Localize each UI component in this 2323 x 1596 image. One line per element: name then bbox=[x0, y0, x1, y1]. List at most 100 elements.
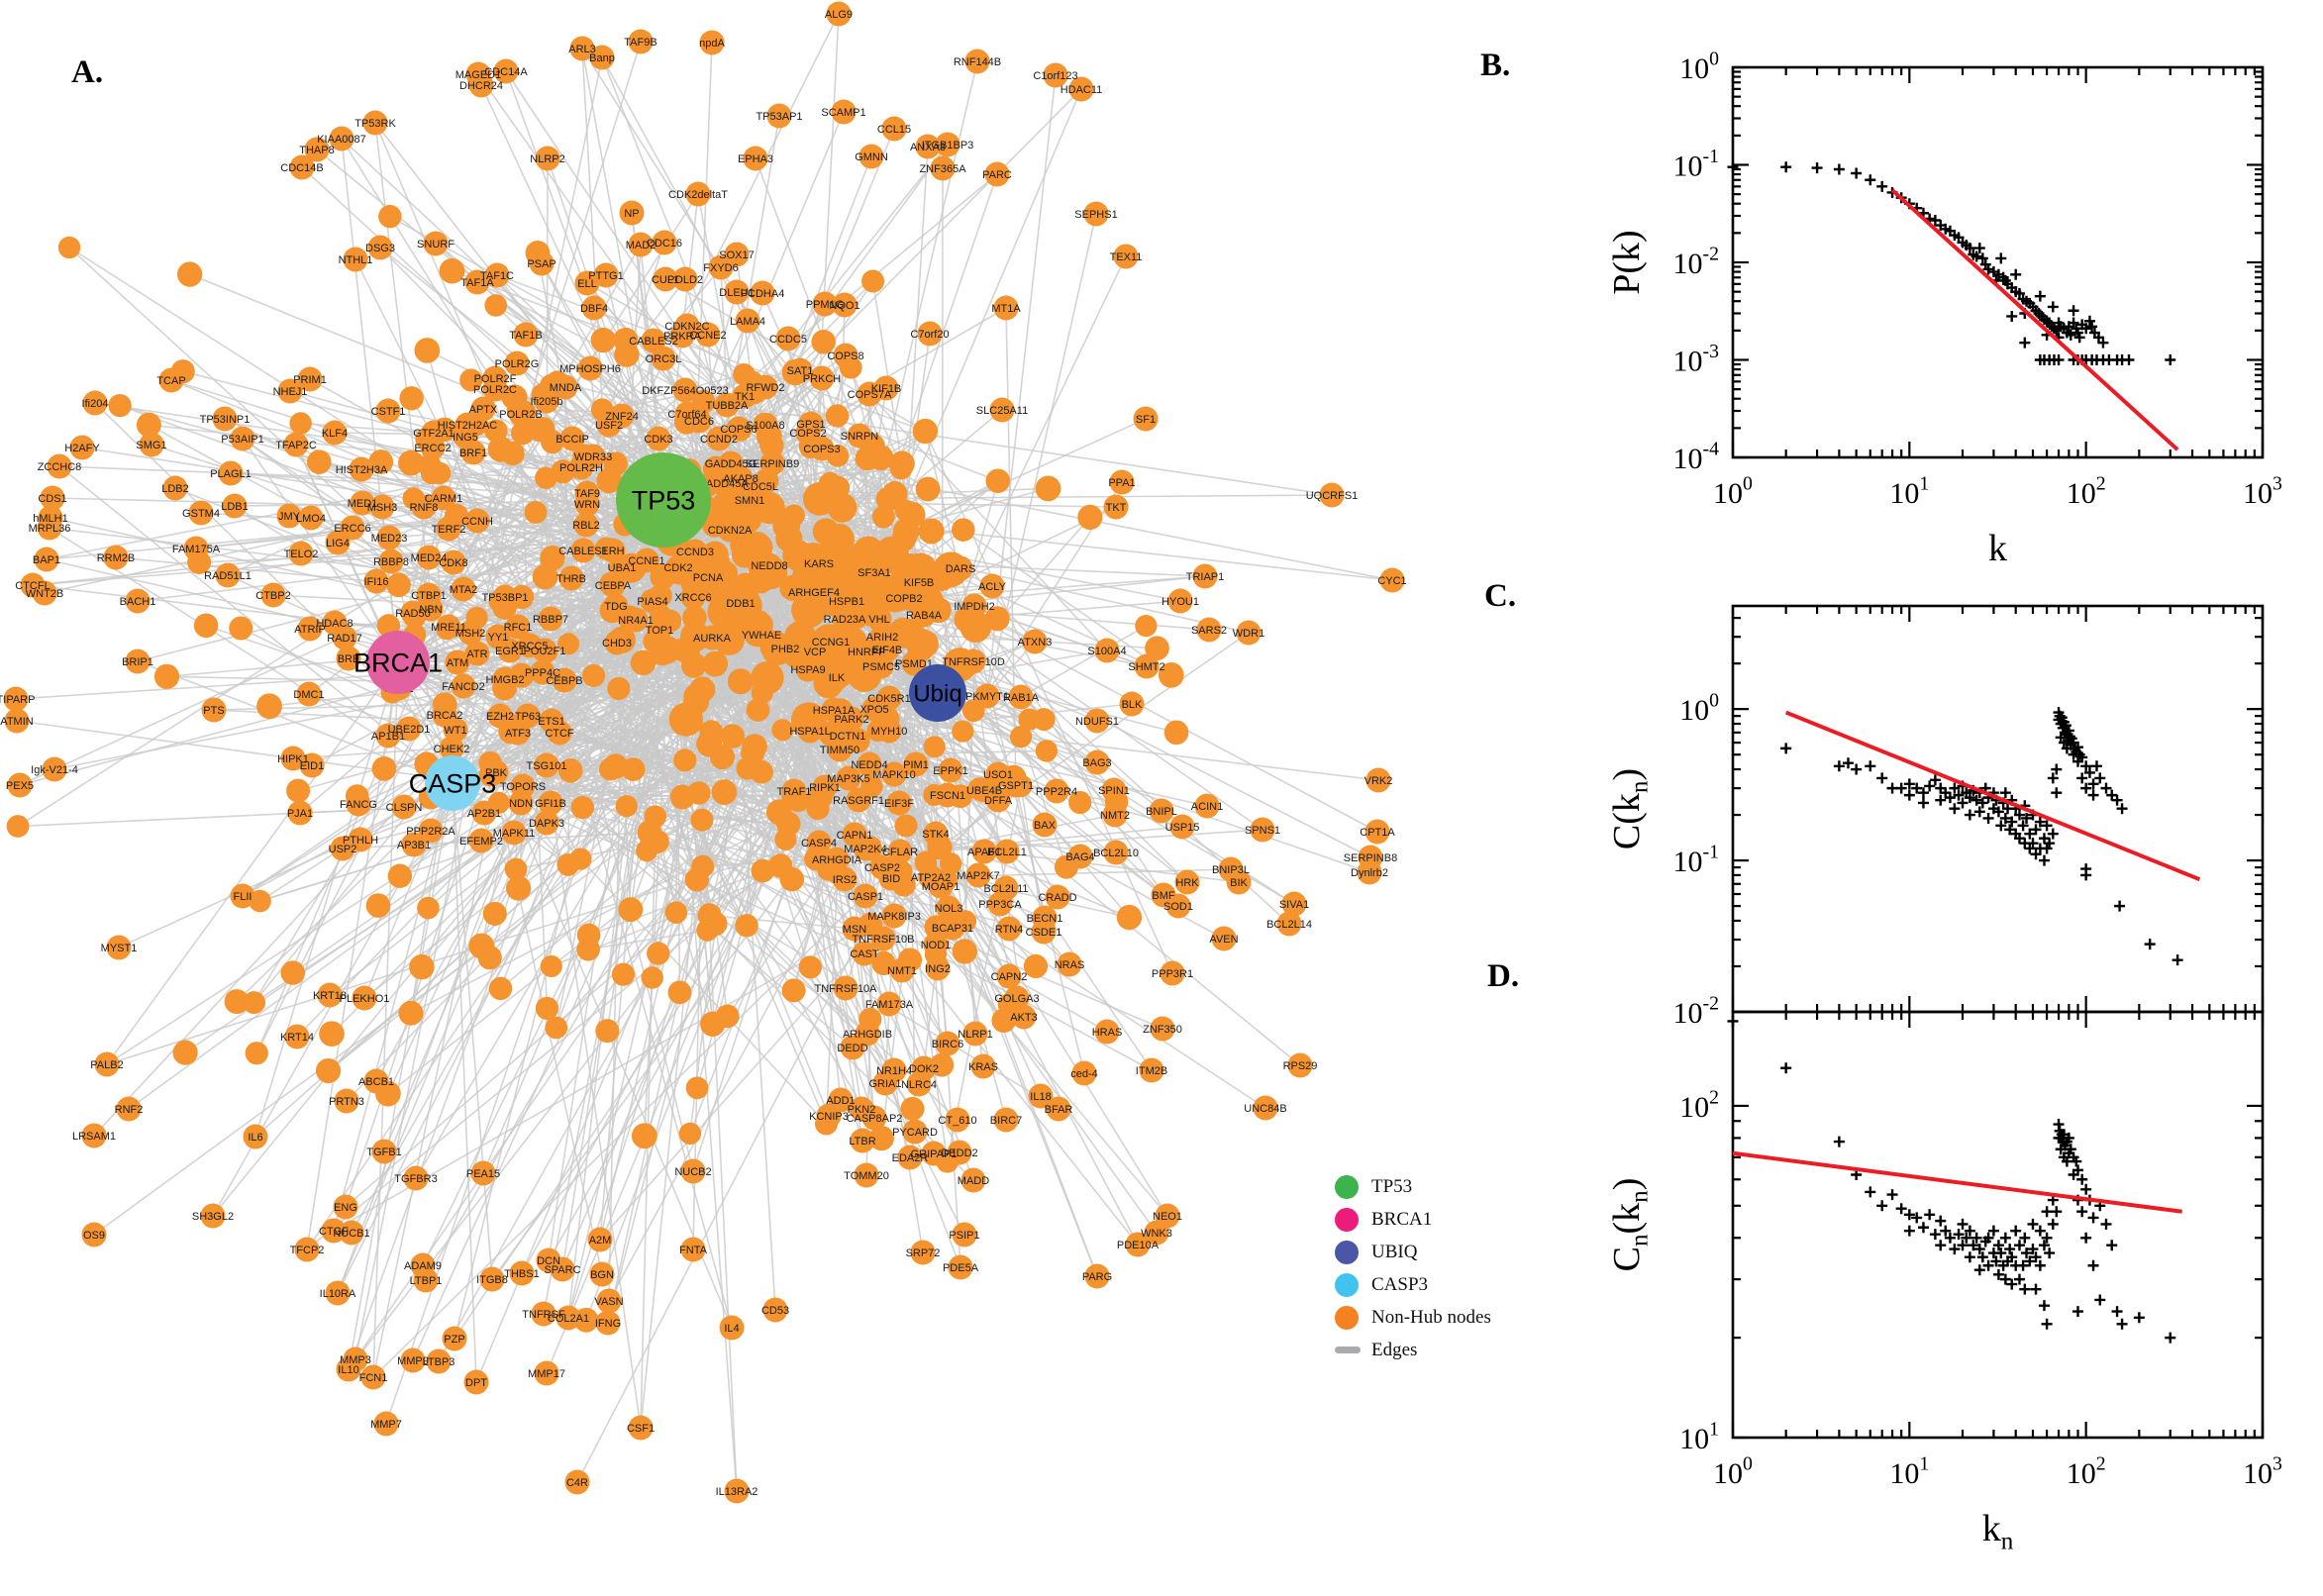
network-node bbox=[906, 1071, 932, 1097]
network-node-label: ZNF350 bbox=[1143, 1024, 1182, 1036]
network-node bbox=[631, 1123, 657, 1149]
network-node-label: SEPHS1 bbox=[1074, 209, 1117, 221]
network-node-label: DCTN1 bbox=[830, 731, 866, 743]
network-node bbox=[296, 681, 322, 707]
network-node bbox=[680, 1158, 706, 1184]
network-node bbox=[287, 800, 313, 826]
network-node-label: TP63 bbox=[515, 711, 541, 723]
network-node bbox=[779, 574, 806, 601]
network-node-label: SPNS1 bbox=[1245, 825, 1280, 837]
network-node-label: PEX5 bbox=[6, 780, 34, 792]
network-node-label: SCAMP1 bbox=[821, 107, 865, 119]
network-node-label: TCAP bbox=[156, 375, 185, 387]
network-node-label: CCL15 bbox=[877, 124, 911, 136]
network-node-label: AVEN bbox=[1209, 934, 1238, 946]
legend-color-dot bbox=[1335, 1305, 1359, 1330]
svg-text:101: 101 bbox=[1679, 1419, 1719, 1456]
network-node-label: VASN bbox=[594, 1296, 623, 1308]
network-node bbox=[535, 996, 559, 1021]
network-node bbox=[809, 365, 835, 391]
network-node bbox=[918, 518, 945, 545]
network-node bbox=[462, 411, 488, 437]
network-node bbox=[451, 576, 476, 602]
network-node bbox=[724, 1478, 750, 1504]
network-node-label: CTBP2 bbox=[255, 590, 290, 602]
network-node bbox=[94, 1051, 120, 1077]
network-node bbox=[685, 1076, 709, 1100]
network-node-label: NTHL1 bbox=[339, 254, 373, 266]
network-node bbox=[426, 1348, 452, 1374]
network-node bbox=[557, 757, 583, 783]
network-node-label: FLII bbox=[234, 891, 252, 903]
network-node bbox=[1071, 1060, 1097, 1086]
legend-color-dot bbox=[1335, 1240, 1359, 1264]
network-node bbox=[713, 575, 736, 599]
network-node-label: ETS1 bbox=[538, 716, 565, 728]
legend-item-brca1: BRCA1 bbox=[1335, 1203, 1491, 1236]
network-node bbox=[889, 450, 915, 477]
network-node-label: PHB2 bbox=[771, 644, 800, 655]
network-node bbox=[924, 943, 948, 966]
network-node bbox=[541, 430, 564, 454]
network-node-label: MOAP1 bbox=[922, 881, 960, 893]
network-node bbox=[501, 820, 527, 846]
network-node bbox=[962, 1021, 988, 1047]
network-node bbox=[298, 505, 324, 531]
network-node bbox=[951, 518, 975, 542]
network-node bbox=[501, 384, 528, 411]
network-node bbox=[831, 99, 857, 125]
network-node-label: EIF3F bbox=[884, 798, 914, 810]
network-node bbox=[873, 375, 899, 401]
network-node-label: EZH2 bbox=[486, 711, 514, 723]
network-node bbox=[1009, 726, 1033, 748]
network-node-label: RNF2 bbox=[115, 1104, 144, 1116]
network-node-label: HMGB2 bbox=[485, 674, 524, 686]
network-node bbox=[985, 468, 1011, 493]
network-node-label: EGR1 bbox=[495, 646, 525, 657]
network-node-label: CDC14A bbox=[484, 66, 528, 78]
network-node-label: SHMT2 bbox=[1128, 661, 1164, 673]
network-node-label: MYST1 bbox=[101, 943, 138, 954]
network-node-label: APTX bbox=[469, 404, 498, 416]
network-node bbox=[1169, 814, 1195, 840]
network-node bbox=[650, 604, 672, 627]
network-node-label: BRCA2 bbox=[427, 710, 463, 722]
network-node bbox=[574, 480, 600, 506]
network-node-label: GSPT1 bbox=[998, 780, 1034, 792]
network-node bbox=[286, 778, 311, 803]
network-node-label: GRIPAP1 bbox=[911, 1148, 958, 1160]
network-node-label: DAPK3 bbox=[529, 818, 564, 830]
network-node-label: CASP1 bbox=[848, 891, 883, 903]
network-node bbox=[684, 867, 710, 892]
network-node bbox=[362, 110, 388, 136]
network-node bbox=[742, 734, 767, 759]
network-node-label: CDC16 bbox=[647, 238, 682, 249]
network-node bbox=[343, 247, 368, 272]
network-node bbox=[417, 453, 442, 478]
network-node-label: IL10 bbox=[338, 1364, 358, 1376]
network-node-label: COPB2 bbox=[885, 593, 922, 605]
panel-d-fit-line bbox=[1732, 1150, 2182, 1214]
network-node bbox=[1119, 691, 1145, 717]
network-node-label: YWHAE bbox=[742, 630, 781, 642]
network-node-label: UBA1 bbox=[608, 562, 637, 574]
network-node-label: CAPN2 bbox=[991, 971, 1028, 983]
network-node bbox=[1084, 708, 1110, 734]
network-node bbox=[1149, 798, 1174, 824]
network-node bbox=[391, 794, 417, 820]
network-node-label: TUBB2A bbox=[706, 400, 749, 412]
network-node-label: GOLGA3 bbox=[994, 993, 1039, 1005]
network-node-label: BCL2L14 bbox=[1266, 919, 1312, 931]
network-node-label: TRIAP1 bbox=[1186, 571, 1225, 583]
network-node bbox=[200, 1203, 226, 1229]
network-node-label: CHD3 bbox=[602, 638, 632, 649]
network-node bbox=[923, 783, 946, 806]
network-node-label: DCN bbox=[537, 1255, 560, 1267]
network-node-label: TNFRSF bbox=[522, 1309, 565, 1321]
network-node-label: ING2 bbox=[925, 963, 951, 975]
network-node bbox=[552, 667, 577, 693]
network-node-label: AURKA bbox=[693, 633, 732, 645]
network-node-label: EPPK1 bbox=[933, 765, 967, 777]
network-node bbox=[441, 549, 466, 575]
